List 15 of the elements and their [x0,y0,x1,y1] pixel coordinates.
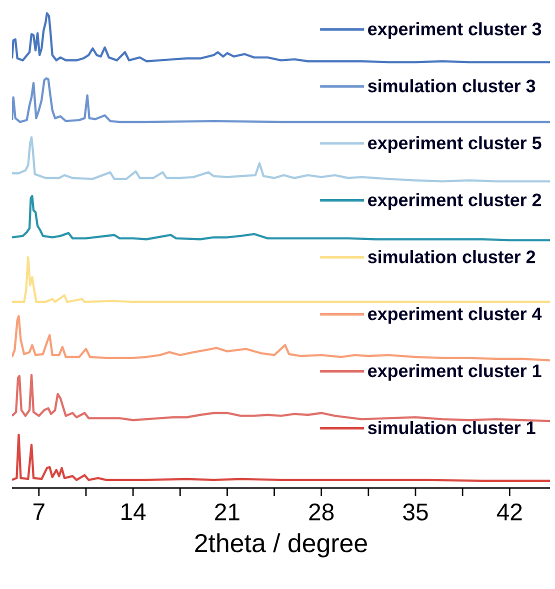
x-tick-label: 35 [403,504,428,520]
legend-label: simulation cluster 1 [368,420,536,434]
legend-label: experiment cluster 3 [368,22,542,39]
legend-label: experiment cluster 4 [368,307,542,324]
legend-label: experiment cluster 2 [368,193,542,210]
x-tick-label: 21 [215,504,240,520]
legend-label: simulation cluster 2 [368,250,536,264]
x-axis-title: 2theta / degree [195,533,367,558]
x-tick-label: 14 [122,504,146,520]
x-tick-label: 42 [496,504,522,520]
legend-label: experiment cluster 1 [368,364,542,381]
x-tick-label: 28 [309,504,334,520]
legend-label: simulation cluster 3 [368,79,536,92]
x-tick-label: 7 [33,504,44,520]
legend-label: experiment cluster 5 [368,136,542,153]
